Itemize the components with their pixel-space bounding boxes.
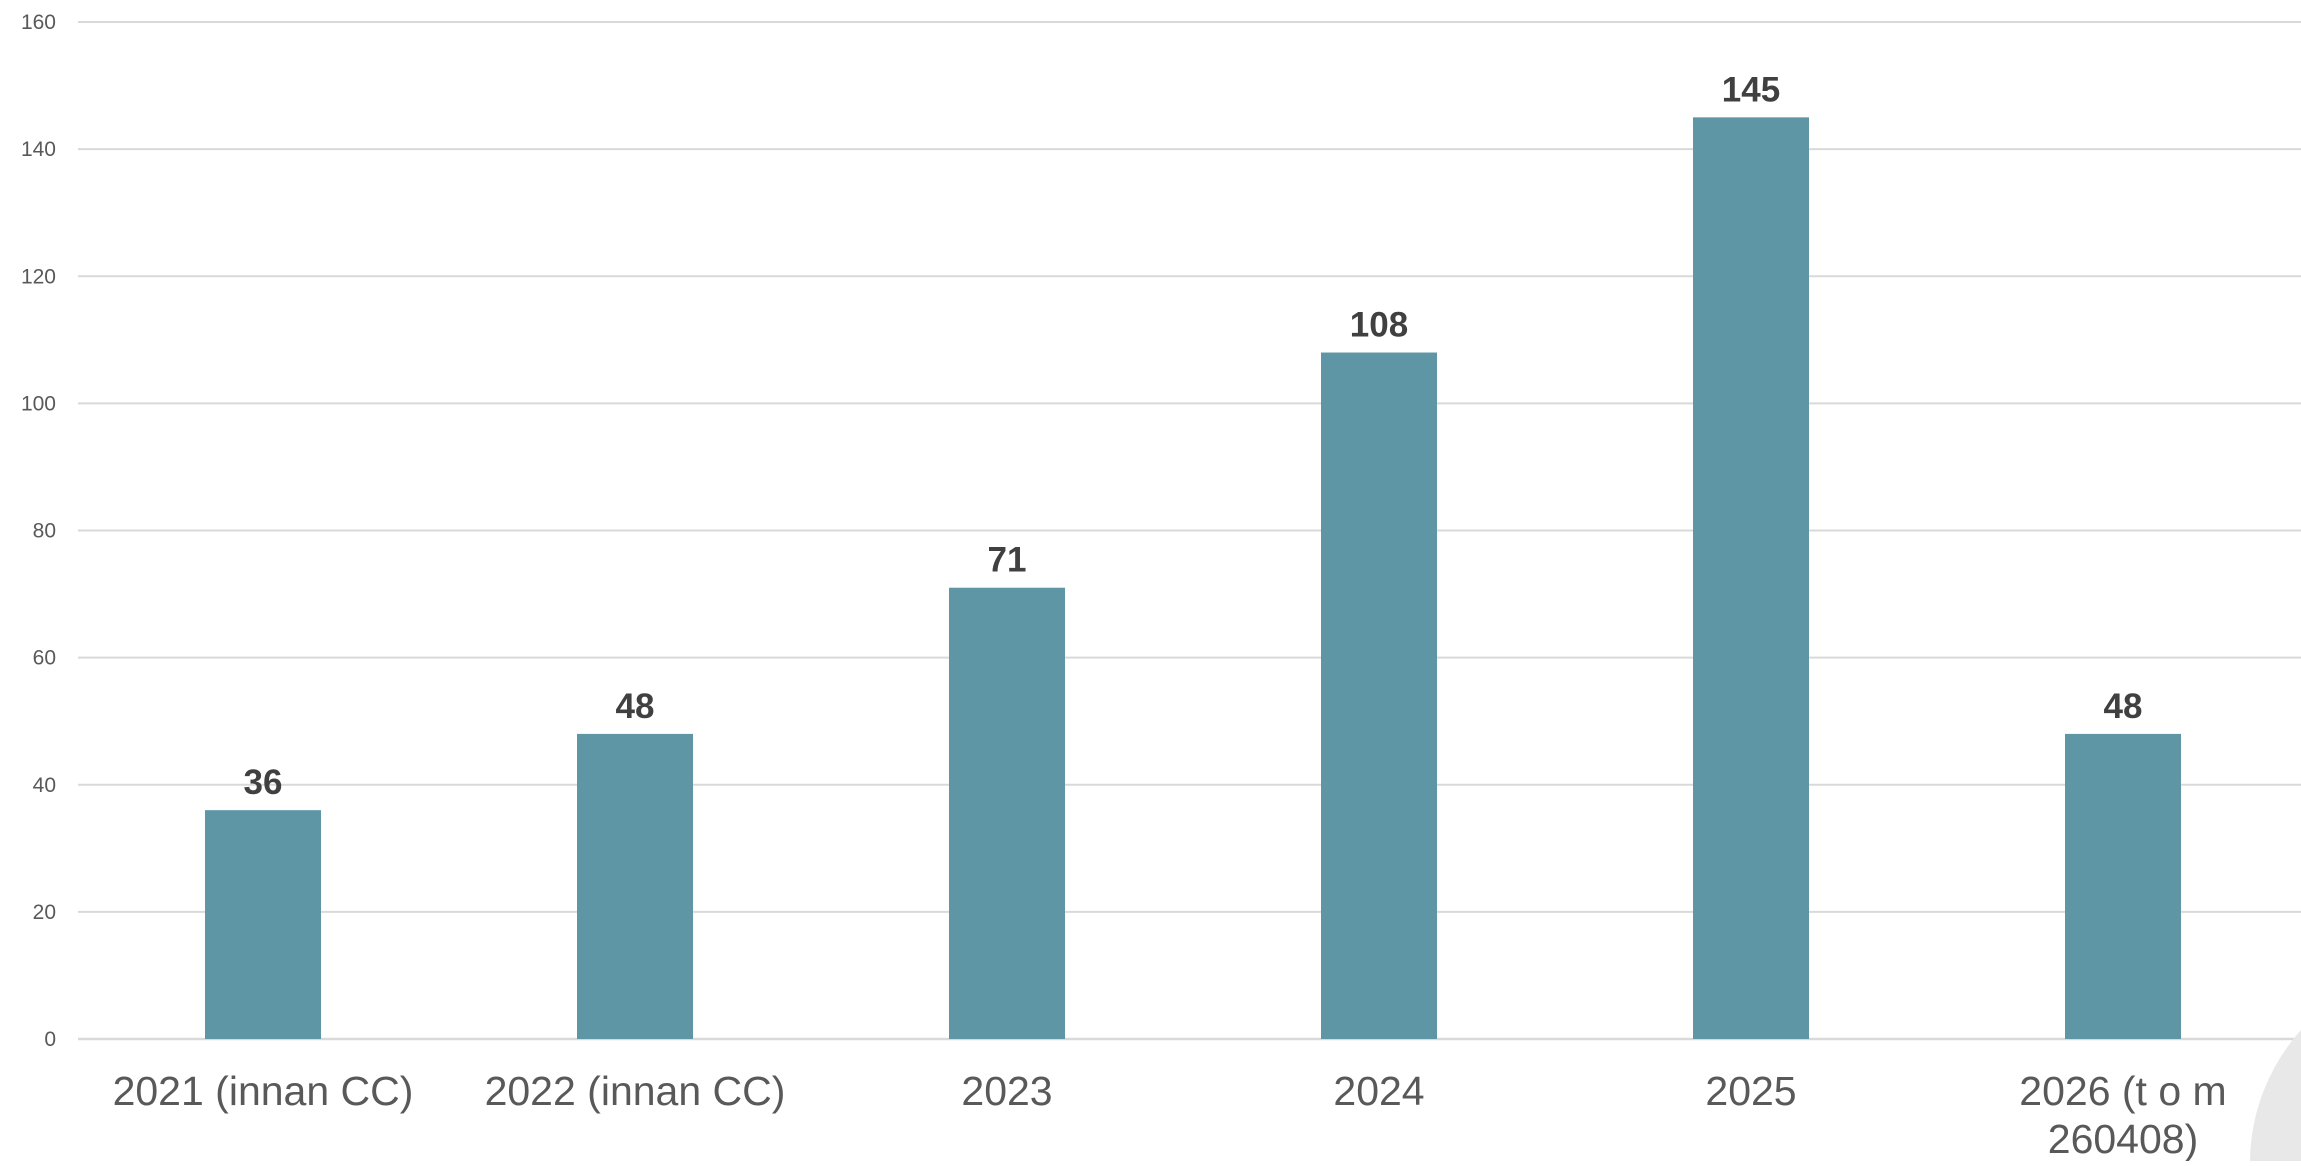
x-tick-label: 2024 bbox=[1333, 1068, 1424, 1114]
y-tick-label: 160 bbox=[21, 11, 56, 34]
x-tick-label: 2021 (innan CC) bbox=[113, 1068, 414, 1114]
y-tick-label: 40 bbox=[33, 774, 56, 797]
y-tick-label: 0 bbox=[44, 1028, 56, 1051]
data-label: 108 bbox=[1350, 306, 1408, 345]
y-axis-ticks: 0 20 40 60 80 100 120 140 160 bbox=[21, 11, 56, 1051]
data-labels: 36 48 71 108 145 48 bbox=[244, 70, 2143, 802]
bar bbox=[2065, 733, 2181, 1039]
x-tick-label: 2026 (t o m bbox=[2019, 1068, 2226, 1114]
y-tick-label: 80 bbox=[33, 520, 56, 543]
gridlines bbox=[78, 21, 2301, 1041]
y-tick-label: 60 bbox=[33, 647, 56, 670]
y-tick-label: 20 bbox=[33, 901, 56, 924]
y-tick-label: 140 bbox=[21, 138, 56, 161]
x-tick-label: 260408) bbox=[2048, 1116, 2198, 1161]
data-label: 48 bbox=[616, 687, 655, 726]
data-label: 36 bbox=[244, 763, 283, 802]
bars bbox=[205, 117, 2181, 1039]
x-tick-label: 2025 bbox=[1705, 1068, 1796, 1114]
y-tick-label: 120 bbox=[21, 265, 56, 288]
data-label: 145 bbox=[1722, 70, 1780, 109]
bar bbox=[205, 810, 321, 1039]
corner-decoration bbox=[2250, 1030, 2301, 1161]
x-tick-label: 2023 bbox=[961, 1068, 1052, 1114]
x-tick-label: 2022 (innan CC) bbox=[485, 1068, 786, 1114]
data-label: 71 bbox=[988, 541, 1027, 580]
bar bbox=[1693, 117, 1809, 1039]
bar bbox=[949, 587, 1065, 1039]
data-label: 48 bbox=[2104, 687, 2143, 726]
y-tick-label: 100 bbox=[21, 392, 56, 415]
bar bbox=[1321, 352, 1437, 1039]
x-axis-labels: 2021 (innan CC) 2022 (innan CC) 2023 2024 20… bbox=[113, 1068, 2227, 1162]
bar bbox=[577, 733, 693, 1039]
